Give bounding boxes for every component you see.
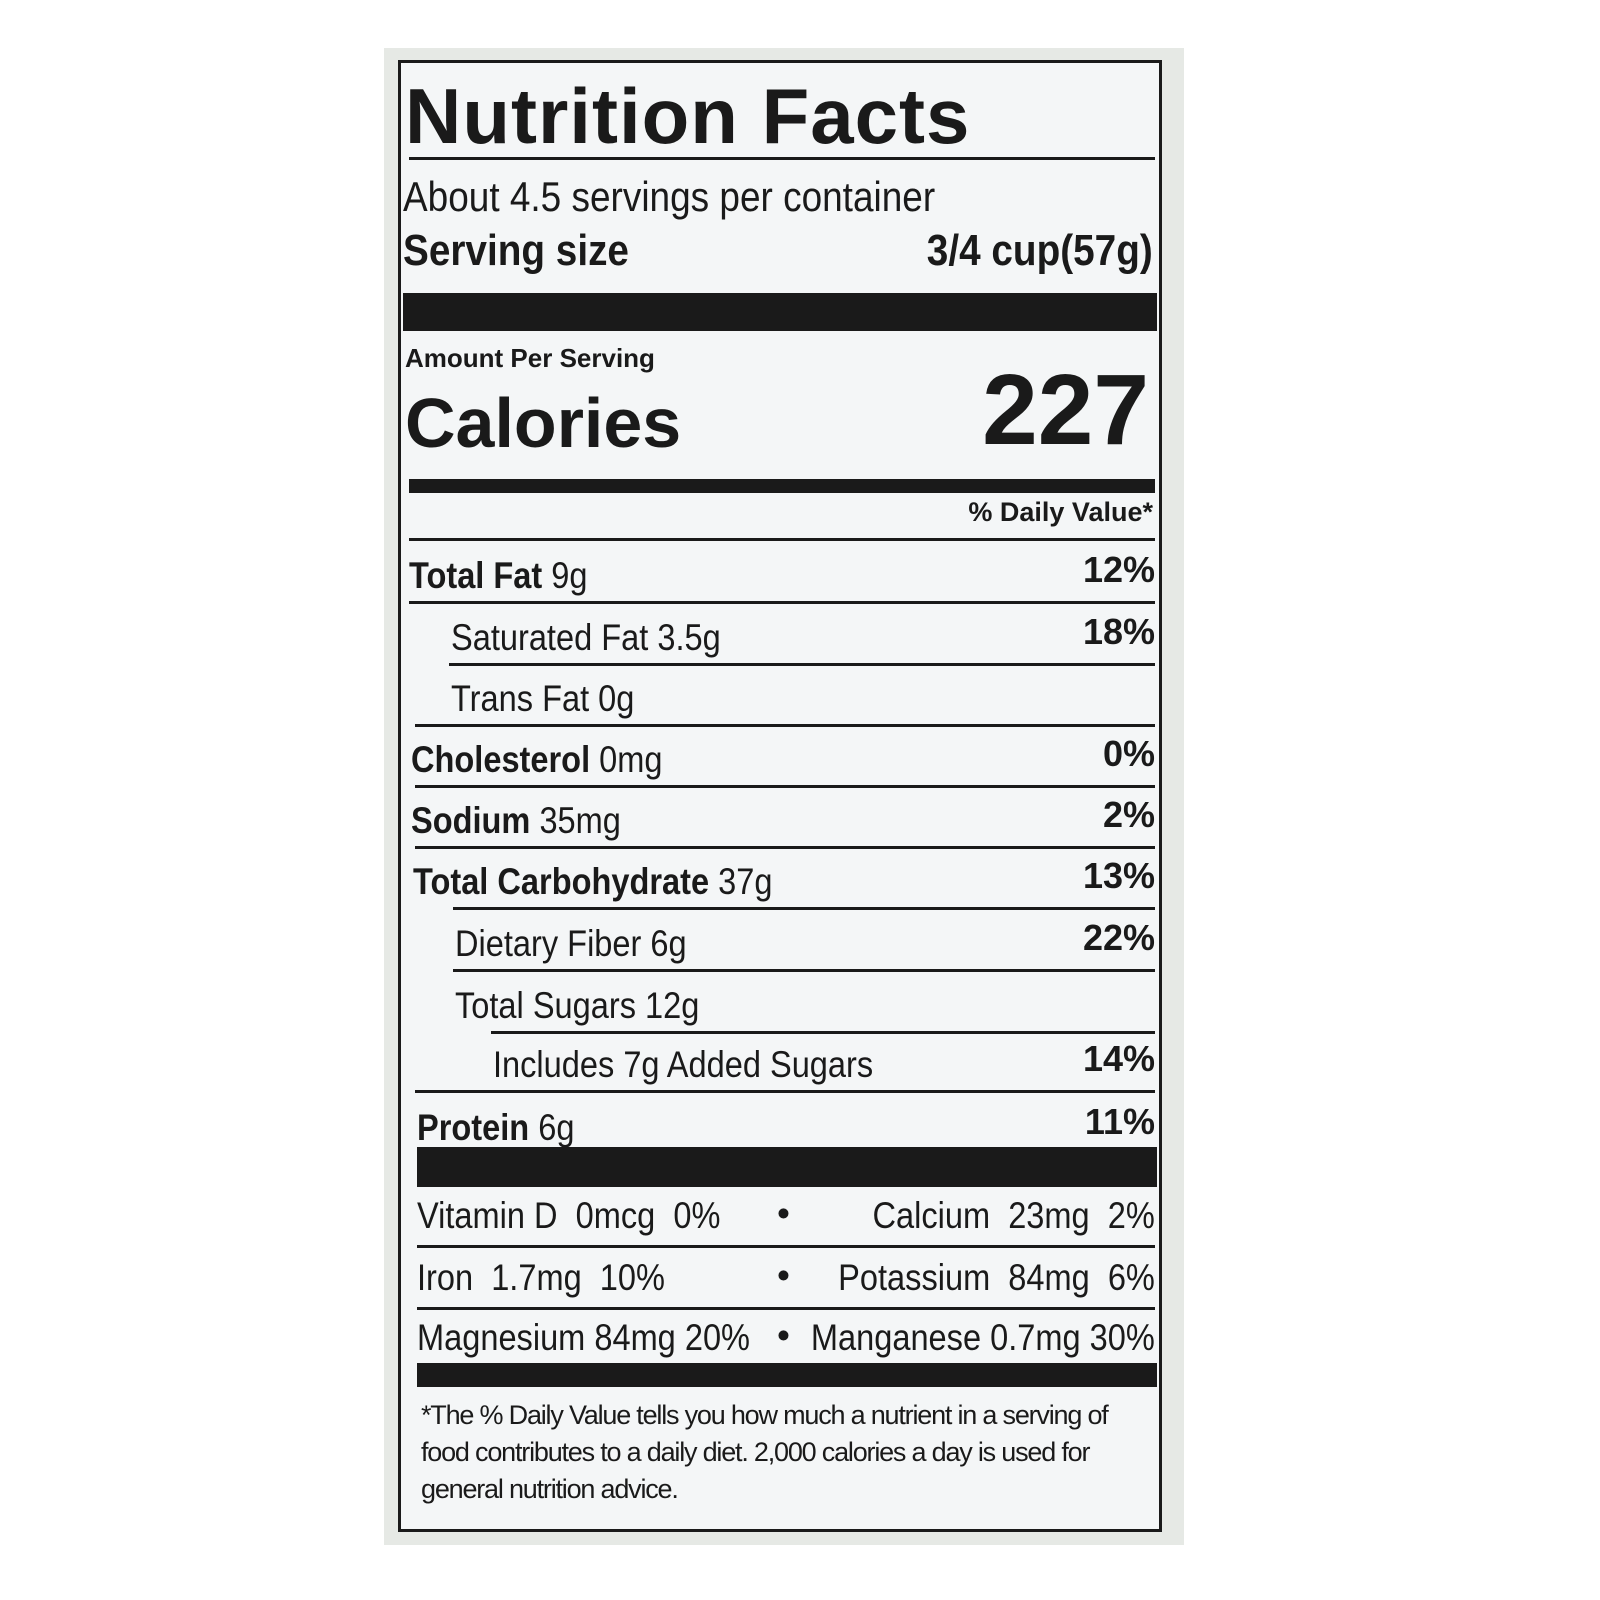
nutrient-row: Total Carbohydrate 37g 13% xyxy=(409,855,1155,907)
nutrient-label: Sodium xyxy=(411,800,531,841)
nutrient-label: Includes 7g Added Sugars xyxy=(493,1044,874,1085)
divider xyxy=(409,157,1155,160)
divider xyxy=(409,538,1155,541)
thick-bar xyxy=(417,1363,1157,1387)
nutrient-label: Protein xyxy=(417,1107,530,1148)
nutrient-label: Total Carbohydrate xyxy=(413,861,710,902)
divider xyxy=(415,724,1155,727)
nutrient-name: Total Sugars 12g xyxy=(455,985,733,1027)
nutrition-facts-label: Nutrition Facts About 4.5 servings per c… xyxy=(398,60,1162,1532)
divider xyxy=(415,846,1155,849)
micronutrient-left: Iron 1.7mg 10% xyxy=(417,1257,665,1298)
micronutrient-row: Vitamin D 0mcg 0% • Calcium 23mg 2% xyxy=(417,1191,1155,1241)
nutrient-daily-value: 0% xyxy=(1102,733,1155,774)
nutrient-daily-value: 11% xyxy=(1084,1101,1155,1142)
nutrient-name: Total Carbohydrate 37g xyxy=(413,861,821,903)
nutrient-row: Saturated Fat 3.5g 18% xyxy=(409,611,1155,663)
nutrient-name: Trans Fat 0g xyxy=(451,678,659,720)
nutrient-name: Protein 6g xyxy=(417,1107,596,1149)
nutrient-row: Sodium 35mg 2% xyxy=(409,794,1155,846)
serving-size-label: Serving size xyxy=(403,226,629,275)
nutrient-daily-value: 2% xyxy=(1102,794,1155,835)
nutrient-amount: 6g xyxy=(538,1107,575,1148)
nutrient-row: Trans Fat 0g xyxy=(409,674,1155,724)
divider xyxy=(417,1245,1155,1248)
micronutrient-right: Calcium 23mg 2% xyxy=(872,1195,1155,1236)
nutrient-amount: 9g xyxy=(551,555,588,596)
nutrient-daily-value: 12% xyxy=(1082,549,1155,590)
divider xyxy=(491,1031,1155,1034)
nutrient-daily-value: 13% xyxy=(1082,855,1155,896)
nutrient-amount: 12g xyxy=(645,985,700,1026)
nutrient-name: Sodium 35mg xyxy=(411,800,650,842)
micronutrient-left: Vitamin D 0mcg 0% xyxy=(417,1195,721,1236)
micronutrient-left: Magnesium 84mg 20% xyxy=(417,1317,751,1358)
micronutrient-row: Iron 1.7mg 10% • Potassium 84mg 6% xyxy=(417,1253,1155,1303)
micronutrient-row: Magnesium 84mg 20% • Manganese 0.7mg 30% xyxy=(417,1313,1155,1363)
nutrient-name: Total Fat 9g xyxy=(409,555,612,597)
bullet: • xyxy=(777,1255,790,1296)
nutrient-daily-value: 22% xyxy=(1082,917,1155,958)
thick-bar xyxy=(403,293,1157,331)
nutrient-row: Includes 7g Added Sugars 14% xyxy=(409,1038,1155,1090)
thick-bar xyxy=(417,1147,1157,1187)
servings-per-container: About 4.5 servings per container xyxy=(403,173,936,220)
footnote: *The % Daily Value tells you how much a … xyxy=(421,1400,1109,1504)
nutrient-amount: 6g xyxy=(650,923,687,964)
medium-bar xyxy=(409,479,1155,493)
calories-label: Calories xyxy=(405,384,682,462)
nutrient-name: Saturated Fat 3.5g xyxy=(451,617,757,659)
divider xyxy=(449,663,1155,666)
nutrient-amount: 0g xyxy=(598,678,635,719)
nutrient-amount: 37g xyxy=(718,861,773,902)
nutrient-amount: 0mg xyxy=(599,739,663,780)
nutrient-amount: 35mg xyxy=(539,800,621,841)
daily-value-header: % Daily Value* xyxy=(968,497,1153,527)
micronutrient-right: Manganese 0.7mg 30% xyxy=(811,1317,1155,1358)
nutrient-daily-value: 14% xyxy=(1082,1038,1155,1079)
nutrient-amount: 3.5g xyxy=(657,617,721,658)
micronutrient-right: Potassium 84mg 6% xyxy=(838,1257,1155,1298)
calories-value: 227 xyxy=(982,354,1149,466)
nutrient-row: Total Fat 9g 12% xyxy=(409,549,1155,601)
nutrient-label: Total Sugars xyxy=(455,985,636,1026)
divider xyxy=(415,1090,1155,1093)
divider xyxy=(453,907,1155,910)
bullet: • xyxy=(777,1193,790,1234)
nutrient-name: Includes 7g Added Sugars xyxy=(493,1044,925,1086)
divider xyxy=(453,969,1155,972)
nutrient-row: Protein 6g 11% xyxy=(409,1101,1155,1153)
nutrient-daily-value: 18% xyxy=(1082,611,1155,652)
divider xyxy=(415,785,1155,788)
divider xyxy=(409,601,1155,604)
nutrient-label: Cholesterol xyxy=(411,739,591,780)
nutrient-label: Saturated Fat xyxy=(451,617,649,658)
label-title: Nutrition Facts xyxy=(405,72,971,160)
nutrient-name: Cholesterol 0mg xyxy=(411,739,697,781)
nutrient-label: Dietary Fiber xyxy=(455,923,642,964)
serving-size-value: 3/4 cup(57g) xyxy=(927,226,1153,275)
nutrient-row: Cholesterol 0mg 0% xyxy=(409,733,1155,785)
nutrient-label: Trans Fat xyxy=(451,678,590,719)
divider xyxy=(417,1307,1155,1310)
nutrient-row: Total Sugars 12g xyxy=(409,981,1155,1031)
nutrient-row: Dietary Fiber 6g 22% xyxy=(409,917,1155,969)
bullet: • xyxy=(777,1315,790,1356)
nutrient-label: Total Fat xyxy=(409,555,543,596)
nutrient-name: Dietary Fiber 6g xyxy=(455,923,718,965)
amount-per-serving: Amount Per Serving xyxy=(405,343,655,373)
